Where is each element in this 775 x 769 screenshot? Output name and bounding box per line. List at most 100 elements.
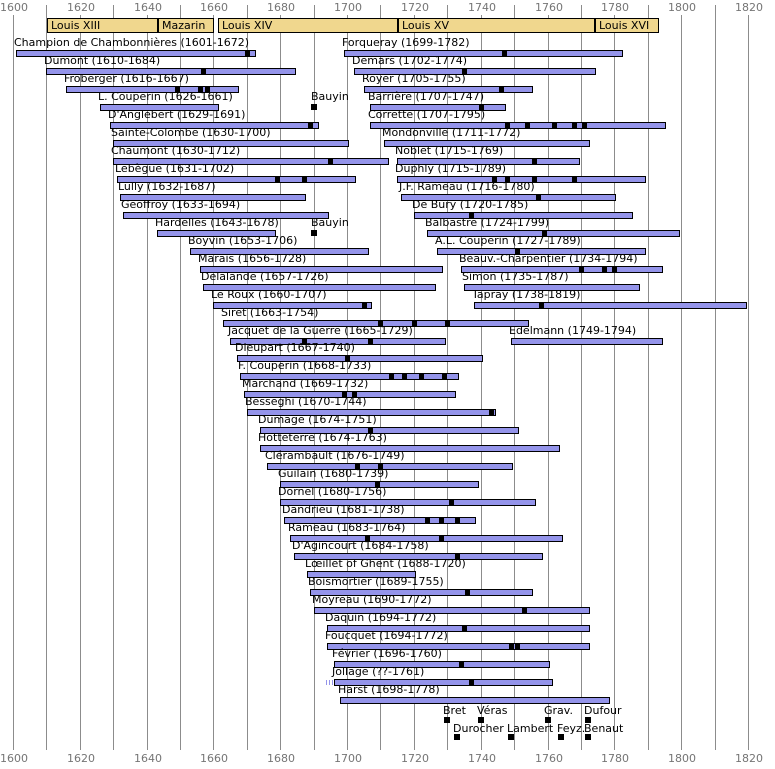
publication-marker — [368, 339, 373, 344]
composer-label: Lœillet of Ghent (1688-1720) — [305, 557, 466, 570]
composer-label: Marais (1656-1728) — [198, 252, 307, 265]
publication-marker — [499, 87, 504, 92]
flourished-marker — [545, 717, 551, 723]
publication-marker — [455, 518, 460, 523]
lifespan-bar — [354, 68, 596, 75]
gridline-minor — [581, 5, 582, 750]
flourished-marker — [454, 734, 460, 740]
axis-year-label-bottom: 1740 — [468, 752, 496, 765]
axis-year-label-top: 1640 — [134, 1, 162, 14]
publication-marker — [275, 177, 280, 182]
lifespan-bar — [294, 553, 543, 560]
axis-year-label-bottom: 1780 — [601, 752, 629, 765]
axis-year-label-bottom: 1680 — [267, 752, 295, 765]
publication-marker — [582, 123, 587, 128]
publication-marker — [365, 536, 370, 541]
composer-label: F. Couperin (1668-1733) — [238, 359, 372, 372]
publication-marker — [308, 123, 313, 128]
axis-year-label-bottom: 1600 — [0, 752, 28, 765]
lifespan-bar — [384, 140, 590, 147]
lifespan-bar — [284, 517, 476, 524]
lifespan-bar — [260, 427, 519, 434]
lifespan-bar — [117, 176, 356, 183]
reign-bar: Louis XVI — [595, 18, 659, 33]
publication-marker — [505, 123, 510, 128]
composer-label: Marchand (1669-1732) — [242, 377, 369, 390]
lifespan-bar — [200, 266, 443, 273]
lifespan-bar — [334, 661, 550, 668]
lifespan-bar — [46, 68, 296, 75]
composer-label: Moyreau (1690-1772) — [312, 593, 432, 606]
composer-label: Duphly (1715-1789) — [395, 162, 506, 175]
lifespan-bar — [120, 194, 306, 201]
gridline-major — [147, 15, 148, 750]
gridline-minor — [113, 5, 114, 750]
annotation-marker — [311, 104, 317, 110]
composer-label: Daquin (1694-1772) — [325, 611, 437, 624]
gridline-major — [213, 15, 214, 750]
publication-marker — [536, 195, 541, 200]
composer-label: Noblet (1715-1769) — [395, 144, 504, 157]
publication-marker — [532, 177, 537, 182]
axis-year-label-bottom: 1760 — [535, 752, 563, 765]
axis-year-label-top: 1660 — [200, 1, 228, 14]
flourished-label: Durocher — [453, 722, 504, 735]
composer-label: Dumage (1674-1751) — [258, 413, 377, 426]
publication-marker — [479, 105, 484, 110]
composer-label: Dumont (1610-1684) — [44, 54, 161, 67]
gridline-major — [13, 15, 14, 750]
publication-marker — [302, 339, 307, 344]
composer-label: Forqueray (1699-1782) — [342, 36, 470, 49]
reign-bar: Louis XV — [398, 18, 595, 33]
axis-year-label-top: 1700 — [334, 1, 362, 14]
axis-year-label-top: 1820 — [735, 1, 763, 14]
flourished-marker — [585, 717, 591, 723]
publication-marker — [515, 249, 520, 254]
publication-marker — [505, 177, 510, 182]
lifespan-bar — [370, 122, 666, 129]
reign-bar: Louis XIII — [47, 18, 158, 33]
composer-label: Dieupart (1667-1740) — [235, 341, 355, 354]
composer-label: Balbastre (1724-1799) — [425, 216, 550, 229]
annotation-marker — [311, 230, 317, 236]
publication-marker — [442, 374, 447, 379]
publication-marker — [572, 177, 577, 182]
axis-year-label-top: 1780 — [601, 1, 629, 14]
publication-marker — [449, 500, 454, 505]
flourished-label: Véras — [477, 704, 508, 717]
publication-marker — [552, 123, 557, 128]
composer-label: Tapray (1738-1819) — [472, 288, 581, 301]
lifespan-bar — [260, 445, 560, 452]
publication-marker — [362, 303, 367, 308]
publication-marker — [455, 554, 460, 559]
gridline-major — [681, 15, 682, 750]
flourished-marker — [585, 734, 591, 740]
axis-year-label-bottom: 1700 — [334, 752, 362, 765]
gridline-major — [414, 15, 415, 750]
composer-label: Boyvin (1653-1706) — [188, 234, 298, 247]
lifespan-bar — [307, 571, 416, 578]
lifespan-bar — [340, 697, 610, 704]
lifespan-bar — [203, 284, 436, 291]
gridline-major — [748, 15, 749, 750]
lifespan-bar — [157, 230, 276, 237]
lifespan-bar — [401, 194, 616, 201]
publication-marker — [509, 644, 514, 649]
lifespan-bar — [314, 607, 590, 614]
lifespan-bar — [370, 104, 506, 111]
publication-marker — [389, 374, 394, 379]
gridline-minor — [715, 5, 716, 750]
lifespan-bar — [280, 499, 536, 506]
gridline-major — [280, 15, 281, 750]
composer-label: De Bury (1720-1785) — [412, 198, 529, 211]
composer-label: Simon (1735-1787) — [462, 270, 569, 283]
composer-label: D'Anglebert (1629-1691) — [108, 108, 246, 121]
publication-marker — [175, 87, 180, 92]
lifespan-bar — [290, 535, 563, 542]
lifespan-bar — [464, 284, 640, 291]
lifespan-bar — [123, 212, 329, 219]
composer-label: A.L. Couperin (1727-1789) — [435, 234, 581, 247]
annotation-label: Bauyin — [311, 90, 349, 103]
lifespan-bar — [267, 463, 513, 470]
lifespan-bar — [247, 409, 496, 416]
